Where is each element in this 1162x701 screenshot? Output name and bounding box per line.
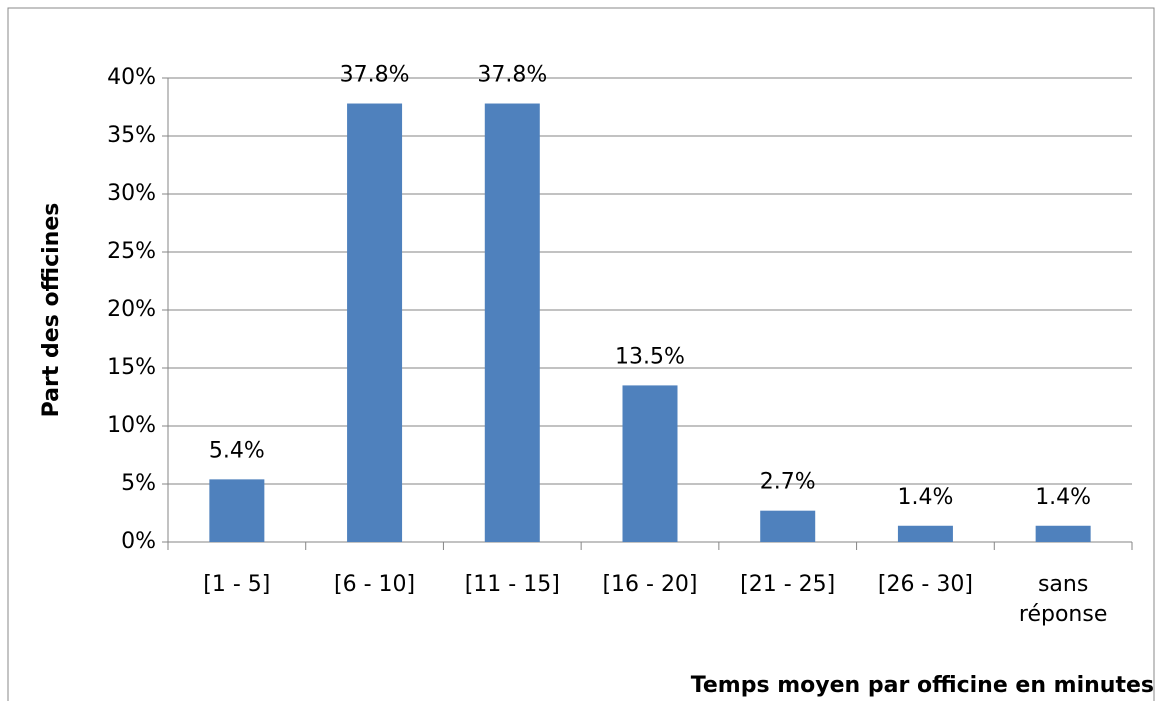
y-tick-label: 35% (107, 123, 156, 148)
y-tick-label: 15% (107, 355, 156, 380)
y-tick-label: 25% (107, 239, 156, 264)
data-label: 37.8% (477, 63, 547, 88)
x-tick-label: [16 - 20] (602, 572, 698, 597)
x-axis-title: Temps moyen par officine en minutes (691, 673, 1154, 698)
y-tick-label: 5% (121, 471, 156, 496)
data-label: 1.4% (1035, 485, 1091, 510)
y-tick-label: 0% (121, 529, 156, 554)
data-label: 37.8% (340, 63, 410, 88)
x-tick-label: [1 - 5] (203, 572, 271, 597)
bar (622, 385, 678, 542)
data-label: 1.4% (897, 485, 953, 510)
y-axis-title: Part des officines (39, 203, 64, 418)
y-tick-label: 40% (107, 65, 156, 90)
bar (347, 103, 403, 543)
x-tick-label: [11 - 15] (464, 572, 560, 597)
x-tick-label: sans réponse (1018, 572, 1108, 627)
x-tick-label: [21 - 25] (740, 572, 836, 597)
bar (760, 510, 816, 542)
bar (897, 525, 953, 542)
chart-border (7, 7, 1155, 701)
data-label: 13.5% (615, 344, 685, 369)
x-tick-label: [26 - 30] (877, 572, 973, 597)
data-label: 5.4% (209, 438, 265, 463)
y-tick-label: 10% (107, 413, 156, 438)
y-tick-label: 20% (107, 297, 156, 322)
bar (209, 479, 265, 542)
y-tick-label: 30% (107, 181, 156, 206)
bar (1035, 525, 1091, 542)
x-tick-label: [6 - 10] (334, 572, 416, 597)
bar (484, 103, 540, 543)
data-label: 2.7% (760, 470, 816, 495)
